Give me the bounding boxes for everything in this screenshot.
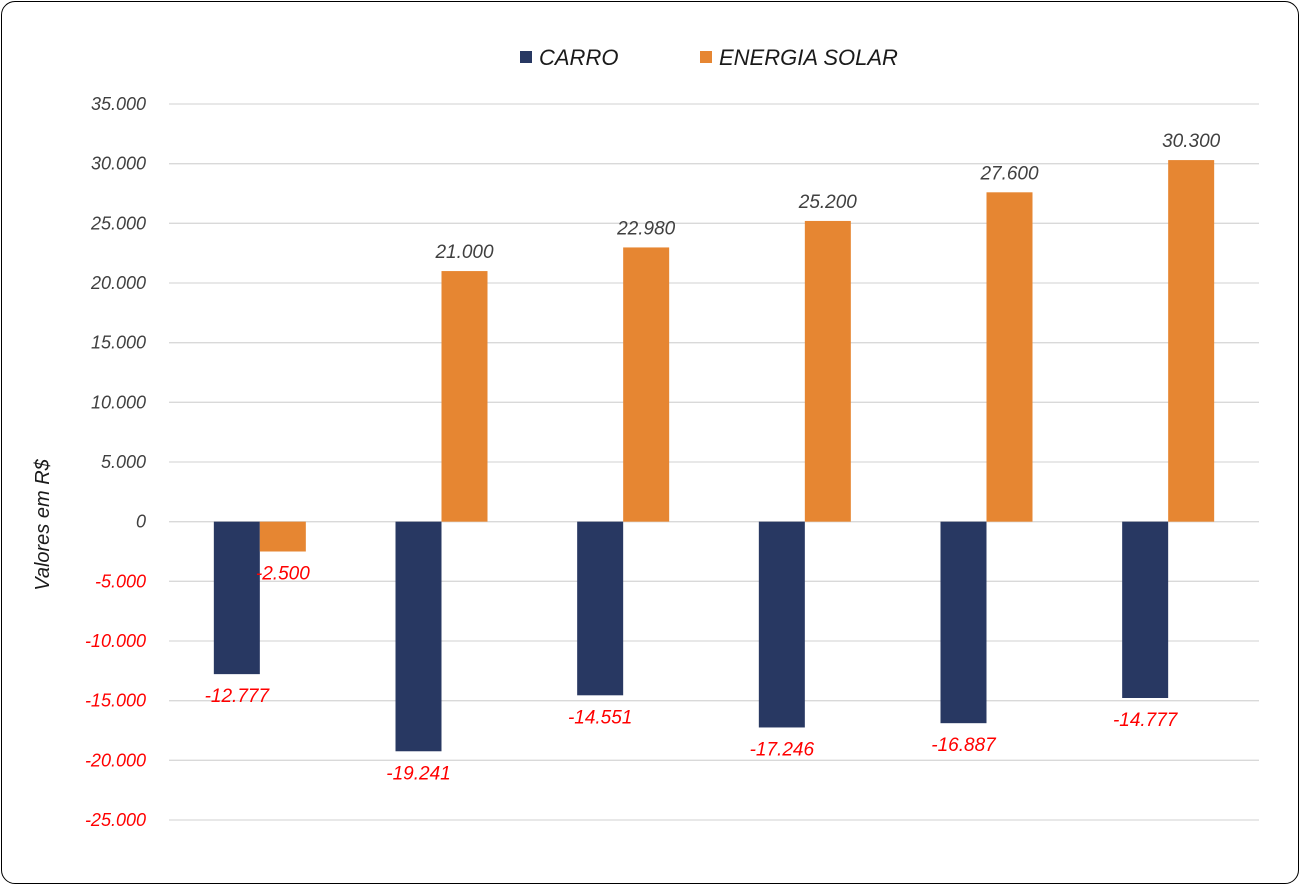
- y-tick-label: -20.000: [85, 750, 146, 770]
- bar-carro: [758, 521, 805, 728]
- data-label: -14.777: [1113, 710, 1179, 731]
- data-label: 22.980: [616, 218, 676, 239]
- legend-swatch: [700, 51, 712, 63]
- legend-item: CARRO: [520, 45, 618, 70]
- bar-energia-solar: [1168, 160, 1215, 522]
- bar-carro: [1122, 521, 1169, 699]
- y-tick-label: -10.000: [85, 631, 146, 651]
- data-label: -17.246: [750, 739, 815, 760]
- bar-energia-solar: [804, 220, 851, 522]
- data-label: 21.000: [434, 242, 494, 263]
- data-label: -19.241: [386, 763, 450, 784]
- bar-energia-solar: [986, 192, 1033, 522]
- bar-energia-solar: [623, 247, 670, 522]
- gridlines: [169, 103, 1259, 821]
- data-label: -16.887: [931, 735, 997, 756]
- y-tick-label: 15.000: [91, 333, 146, 353]
- data-label: -14.551: [568, 707, 632, 728]
- y-tick-label: 25.000: [90, 213, 146, 233]
- y-axis-label: Valores em R$: [32, 458, 54, 590]
- bar-energia-solar: [259, 521, 306, 552]
- y-tick-label: 0: [136, 512, 146, 532]
- y-tick-label: 35.000: [91, 94, 146, 114]
- y-tick-label: -5.000: [95, 571, 146, 591]
- data-label: 27.600: [979, 163, 1039, 184]
- y-tick-label: -15.000: [85, 691, 146, 711]
- legend-label: CARRO: [539, 45, 618, 70]
- legend: CARRO ENERGIA SOLAR: [520, 45, 898, 70]
- y-tick-label: 30.000: [91, 154, 146, 174]
- y-tick-label: 20.000: [90, 273, 146, 293]
- legend-swatch: [520, 51, 532, 63]
- data-label: -12.777: [205, 686, 271, 707]
- legend-label: ENERGIA SOLAR: [719, 45, 898, 70]
- y-tick-label: -25.000: [85, 810, 146, 830]
- data-label: -2.500: [256, 564, 310, 585]
- data-label: 25.200: [798, 192, 858, 213]
- bar-carro: [213, 521, 260, 675]
- bars: [213, 160, 1215, 752]
- y-axis-ticks: 35.000 30.000 25.000 20.000 15.000 10.000 5.00…: [85, 94, 146, 830]
- bar-carro: [940, 521, 987, 724]
- data-labels: -12.777 -19.241 -14.551 -17.246 -16.887 -14.7…: [205, 131, 1221, 784]
- data-label: 30.300: [1162, 131, 1221, 152]
- bar-carro: [577, 521, 624, 696]
- y-tick-label: 5.000: [101, 452, 146, 472]
- bar-energia-solar: [441, 271, 488, 522]
- bar-carro: [395, 521, 442, 752]
- y-tick-label: 10.000: [91, 392, 146, 412]
- legend-item: ENERGIA SOLAR: [700, 45, 898, 70]
